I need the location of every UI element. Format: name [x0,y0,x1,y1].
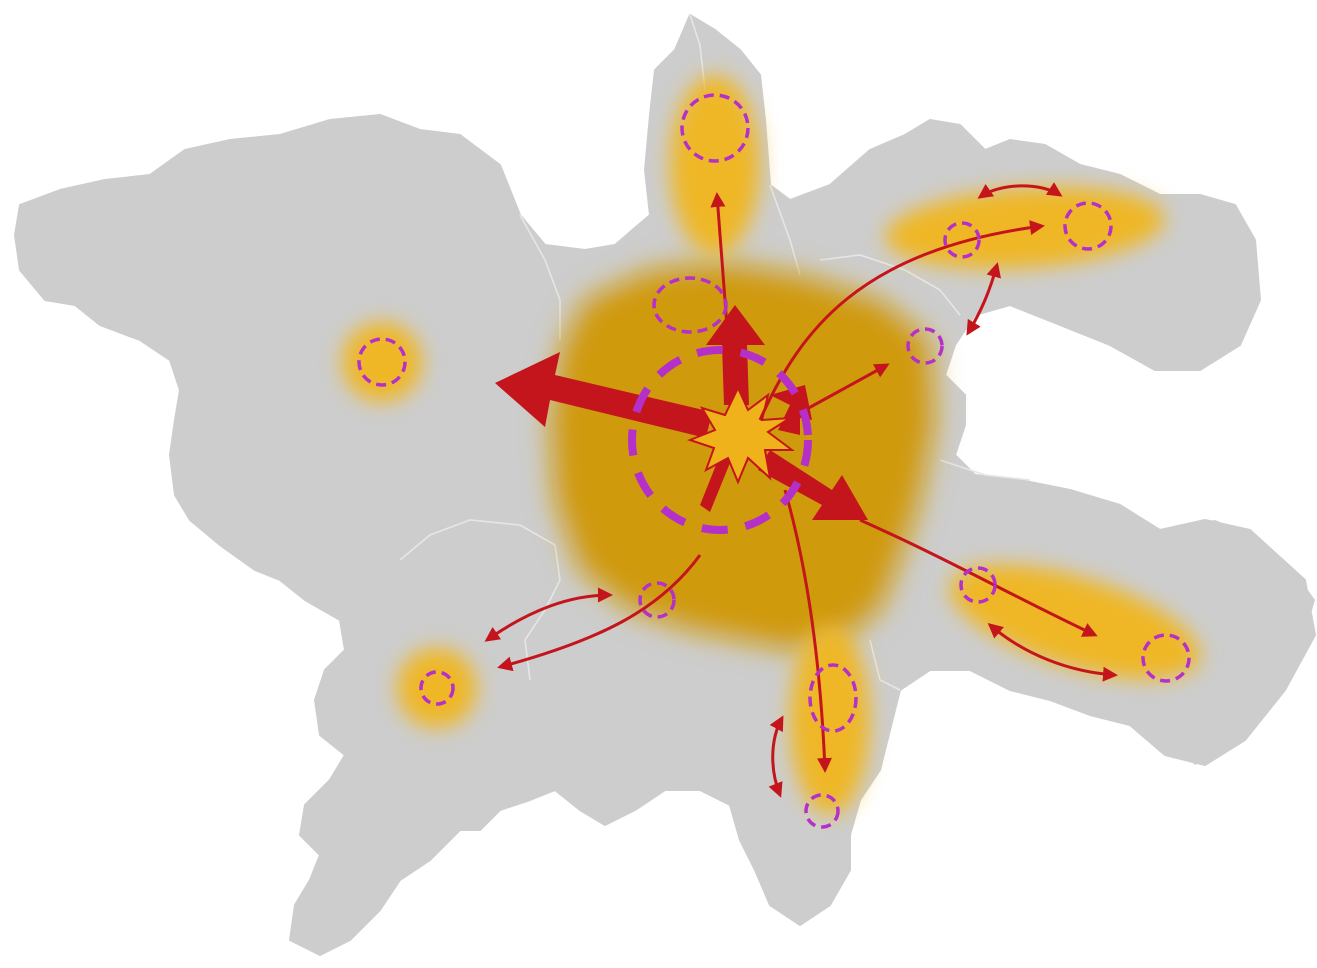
southwest-arc-arrow [497,554,702,672]
west-zone [342,322,422,402]
west-node [357,337,407,387]
northeast-arc-arrow [758,220,1045,421]
north-inner-node [652,276,728,334]
southwest-double-arrow [484,587,613,642]
north-corridor-zone [670,75,760,255]
southwest-zone [397,648,477,728]
southwest-node [419,670,455,706]
south-double-arrow [768,715,784,798]
east-arrow [804,363,890,412]
southwest-inner-node [638,581,676,619]
central-starburst-icon [687,385,795,485]
central-metropolis-node [628,346,812,534]
east-thick-arrow [770,385,812,435]
north-arrow [710,192,730,341]
northeast-node-2 [1063,201,1113,251]
northeast-vertical-double-arrow [966,262,1001,336]
northeast-double-arrow [977,182,1063,199]
southeast-node-2 [1141,633,1191,683]
south-corridor-zone [790,625,870,815]
northeast-node-1 [943,221,981,259]
north-thick-arrow [706,305,765,405]
nodes [357,93,1191,829]
internal-borders [399,14,1031,691]
land-east-extension [1160,520,1315,765]
north-node [680,93,750,163]
west-outflow-arrow [495,352,712,438]
east-node [906,327,944,365]
south-node-1 [808,663,858,733]
double-arrows [484,182,1118,798]
southeast-long-arrow [859,518,1098,637]
southeast-double-arrow [987,623,1118,682]
southeast-thick-arrow [758,450,868,520]
southeast-node-1 [959,566,997,604]
south-node-2 [804,793,840,829]
